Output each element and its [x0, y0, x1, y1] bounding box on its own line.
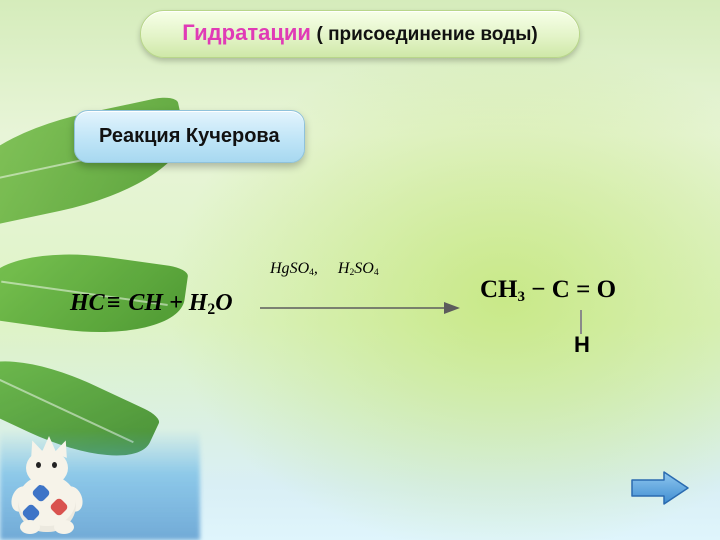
reaction-arrow-icon [260, 300, 460, 316]
vertical-bond [580, 310, 582, 334]
rhs-ch: CH [480, 276, 518, 303]
reaction-equation: HC≡ CH + H2O HgSO4, H2SO4 CH3 − C = O H [70, 260, 670, 390]
cat-h: H [338, 260, 350, 277]
rhs-o: O [597, 276, 616, 303]
triple-bond: ≡ [105, 290, 123, 317]
rhs-sub3: 3 [518, 289, 526, 305]
next-button[interactable] [630, 470, 690, 506]
slide-title: Гидратации ( присоединение воды) [140, 10, 580, 58]
title-main: Гидратации [182, 20, 311, 45]
lhs-hc: HC [70, 290, 105, 316]
title-sub: ( присоединение воды) [316, 24, 537, 45]
lhs-plus: + [163, 290, 189, 316]
rhs-minus: − [525, 276, 552, 303]
lhs-h: H [189, 290, 208, 316]
subtitle-pill: Реакция Кучерова [74, 110, 305, 163]
lhs-o: O [215, 290, 232, 316]
cat-so: SO [290, 260, 310, 277]
cat-sub4b: 4 [374, 267, 379, 278]
equation-lhs: HC≡ CH + H2O [70, 290, 233, 319]
equation-rhs: CH3 − C = O H [480, 276, 616, 306]
cat-sep: , [314, 260, 318, 277]
cat-so2: SO [354, 260, 374, 277]
mascot-character [8, 448, 86, 534]
rhs-h-below: H [574, 332, 590, 358]
cat-hg: Hg [270, 260, 290, 277]
rhs-c: C [552, 276, 570, 303]
equation-catalyst: HgSO4, H2SO4 [270, 260, 379, 278]
lhs-ch: CH [128, 290, 163, 316]
rhs-eq: = [570, 276, 597, 303]
